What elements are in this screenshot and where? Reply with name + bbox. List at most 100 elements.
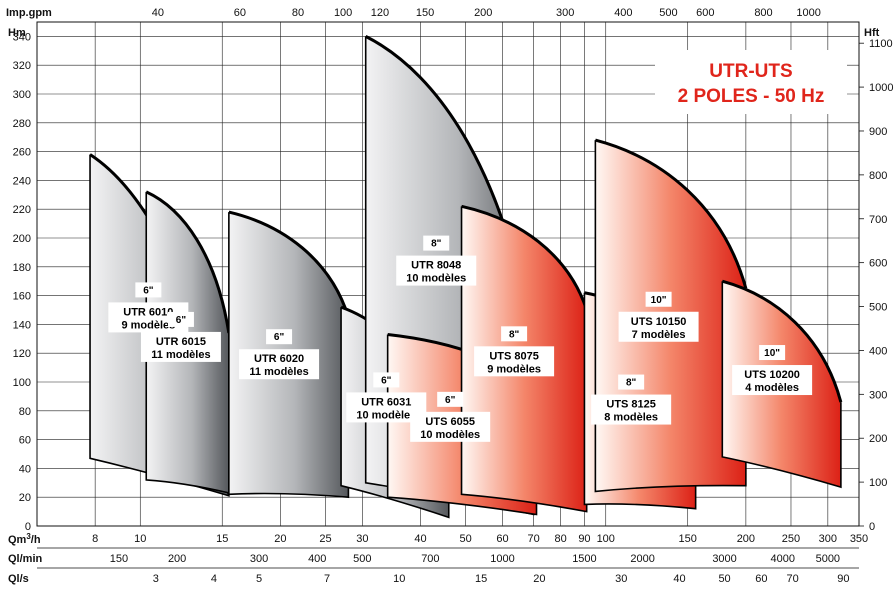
x-qlmin-tick: 150 <box>110 553 128 565</box>
y-right-axis-label: Hft <box>864 27 880 39</box>
x-qm3h-tick: 90 <box>578 533 590 545</box>
series-name: UTR 6020 <box>254 353 304 365</box>
label-box <box>732 365 813 396</box>
series-models: 10 modèles <box>406 273 466 285</box>
x-qlmin-tick: 500 <box>353 553 371 565</box>
x-top-tick: 400 <box>614 7 632 19</box>
x-qls-tick: 3 <box>153 573 159 585</box>
label-box <box>618 311 699 342</box>
x-qlmin-tick: 3000 <box>712 553 736 565</box>
y-right-tick: 200 <box>869 433 887 445</box>
x-qm3h-tick: 200 <box>737 533 755 545</box>
y-left-tick: 220 <box>13 204 31 216</box>
x-qlmin-tick: 400 <box>308 553 326 565</box>
series-models: 4 modèles <box>745 382 799 394</box>
y-left-tick: 320 <box>13 60 31 72</box>
series-size: 6" <box>381 375 392 386</box>
series-name: UTR 6010 <box>123 306 173 318</box>
series-name: UTS 8125 <box>606 399 656 411</box>
label-box <box>591 394 672 425</box>
series-size: 8" <box>626 378 637 389</box>
y-right-tick: 800 <box>869 170 887 182</box>
area-outline <box>594 140 747 493</box>
x-qls-tick: 90 <box>837 573 849 585</box>
size-badge <box>437 391 464 407</box>
x-qlmin-tick: 1500 <box>572 553 596 565</box>
x-qlmin-tick: 200 <box>168 553 186 565</box>
curve-outline <box>145 190 231 334</box>
x-top-tick: 500 <box>659 7 677 19</box>
x-qlmin-tick: 2000 <box>630 553 654 565</box>
series-size: 6" <box>143 285 154 296</box>
chart-subtitle: 2 POLES - 50 Hz <box>678 86 825 107</box>
series-name: UTS 6055 <box>425 416 475 428</box>
x-qm3h-tick: 25 <box>319 533 331 545</box>
y-left-tick: 80 <box>19 406 31 418</box>
y-right-tick: 100 <box>869 477 887 489</box>
x-qls-tick: 60 <box>755 573 767 585</box>
x-qlmin-tick: 300 <box>250 553 268 565</box>
y-left-tick: 280 <box>13 118 31 130</box>
y-left-tick: 60 <box>19 435 31 447</box>
x-qm3h-tick: 30 <box>356 533 368 545</box>
y-left-tick: 140 <box>13 319 31 331</box>
label-box <box>140 331 221 362</box>
series-models: 7 modèles <box>632 329 686 341</box>
y-right-tick: 900 <box>869 126 887 138</box>
x-top-tick: 200 <box>474 7 492 19</box>
size-badge <box>135 282 162 298</box>
x-qm3h-axis-label: Qm3/h <box>8 532 41 546</box>
plot-frame <box>36 21 860 527</box>
y-left-tick: 200 <box>13 233 31 245</box>
size-badge <box>423 235 450 251</box>
x-qls-tick: 70 <box>786 573 798 585</box>
series-models: 10 modèles <box>356 409 416 421</box>
x-qm3h-tick: 40 <box>414 533 426 545</box>
y-left-tick: 260 <box>13 147 31 159</box>
x-qls-axis-label: Ql/s <box>8 573 29 585</box>
x-qm3h-tick: 70 <box>528 533 540 545</box>
y-right-tick: 400 <box>869 345 887 357</box>
series-size: 6" <box>176 315 187 326</box>
x-qm3h-tick: 80 <box>555 533 567 545</box>
size-badge <box>645 291 672 307</box>
x-top-tick: 40 <box>152 7 164 19</box>
x-qlmin-tick: 700 <box>421 553 439 565</box>
x-qlmin-axis-label: Ql/min <box>8 553 43 565</box>
y-right-tick: 0 <box>869 521 875 533</box>
series-size: 10" <box>764 348 780 359</box>
y-right-tick: 1100 <box>869 38 893 50</box>
x-top-tick: 1000 <box>796 7 820 19</box>
y-left-tick: 20 <box>19 492 31 504</box>
y-left-tick: 300 <box>13 89 31 101</box>
x-qls-tick: 5 <box>256 573 262 585</box>
x-qm3h-tick: 350 <box>850 533 868 545</box>
series-models: 11 modèles <box>249 366 308 378</box>
curve-outline <box>461 204 589 311</box>
y-left-axis-label: Hm <box>8 27 26 39</box>
x-qm3h-tick: 100 <box>597 533 615 545</box>
size-badge <box>618 374 645 390</box>
y-right-tick: 700 <box>869 214 887 226</box>
x-qm3h-tick: 150 <box>679 533 697 545</box>
label-box <box>474 346 555 377</box>
x-qlmin-tick: 5000 <box>816 553 840 565</box>
x-qm3h-tick: 10 <box>134 533 146 545</box>
x-qm3h-tick: 20 <box>274 533 286 545</box>
series-models: 9 modèles <box>487 363 541 375</box>
x-top-tick: 80 <box>292 7 304 19</box>
series-name: UTS 8075 <box>489 350 539 362</box>
label-box <box>396 255 477 286</box>
y-right-tick: 300 <box>869 389 887 401</box>
x-qlmin-tick: 4000 <box>770 553 794 565</box>
